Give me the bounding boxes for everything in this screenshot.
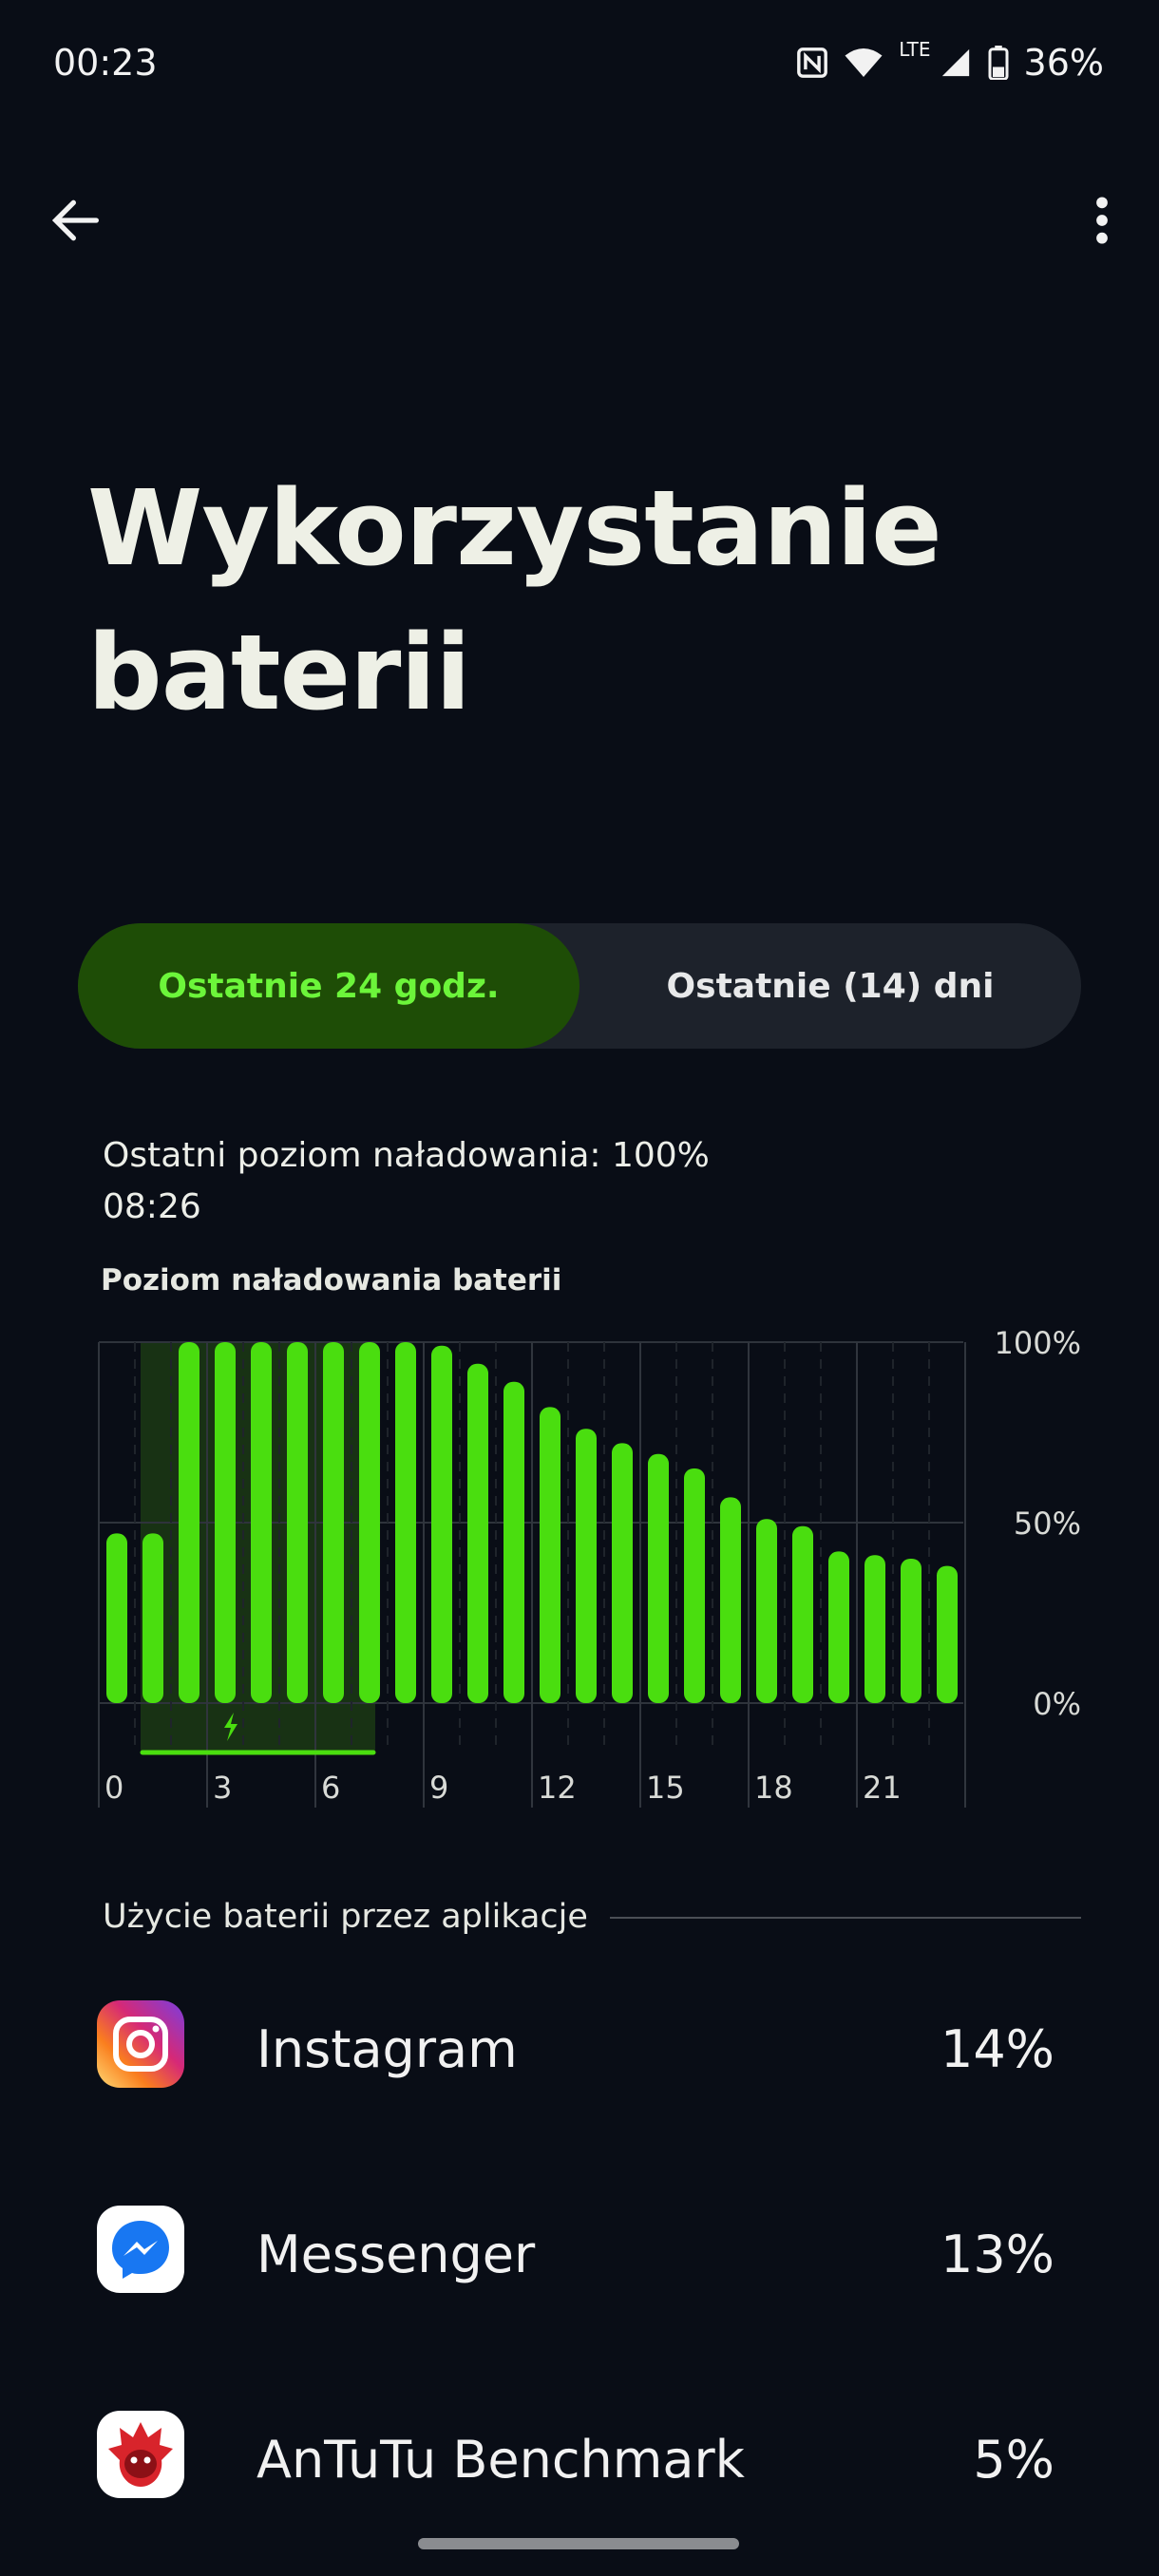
home-indicator[interactable] xyxy=(418,2538,739,2549)
bar-hour-22 xyxy=(901,1559,922,1703)
bar-hour-0 xyxy=(106,1533,127,1703)
tab-last-24-hours[interactable]: Ostatnie 24 godz. xyxy=(78,923,580,1049)
bar-hour-7 xyxy=(359,1342,380,1703)
app-percent: 13% xyxy=(940,2225,1054,2284)
arrow-left-icon xyxy=(51,199,99,241)
charging-bolt-icon xyxy=(224,1713,238,1741)
bar-hour-23 xyxy=(937,1565,958,1703)
x-tick-label: 12 xyxy=(538,1770,577,1806)
antutu-icon xyxy=(97,2411,184,2498)
app-row-instagram[interactable]: Instagram 14% xyxy=(0,1985,1159,2099)
bar-hour-21 xyxy=(864,1555,885,1703)
battery-percent: 36% xyxy=(1023,42,1104,84)
app-percent: 5% xyxy=(973,2430,1054,2490)
messenger-icon xyxy=(97,2206,184,2293)
instagram-icon xyxy=(97,2000,184,2088)
bar-hour-9 xyxy=(431,1345,452,1703)
y-tick-label: 0% xyxy=(1033,1686,1081,1722)
app-name: Instagram xyxy=(256,2019,518,2079)
x-tick-label: 21 xyxy=(863,1770,902,1806)
x-tick-label: 18 xyxy=(754,1770,793,1806)
y-tick-label: 50% xyxy=(1014,1506,1081,1542)
app-name: Messenger xyxy=(256,2225,536,2284)
status-time: 00:23 xyxy=(53,42,158,84)
wifi-icon xyxy=(845,48,883,77)
bar-hour-10 xyxy=(467,1363,488,1703)
section-divider xyxy=(610,1917,1081,1919)
bar-hour-3 xyxy=(215,1342,236,1703)
bar-hour-17 xyxy=(720,1497,741,1703)
x-tick-label: 3 xyxy=(213,1770,232,1806)
app-name: AnTuTu Benchmark xyxy=(256,2430,745,2490)
bar-hour-5 xyxy=(287,1342,308,1703)
bar-hour-19 xyxy=(792,1525,813,1703)
bar-hour-11 xyxy=(504,1381,524,1703)
page-title: Wykorzystanie baterii xyxy=(87,467,942,733)
battery-icon xyxy=(988,46,1009,80)
x-tick-label: 0 xyxy=(104,1770,124,1806)
x-tick-label: 15 xyxy=(646,1770,685,1806)
bar-hour-1 xyxy=(142,1533,163,1703)
last-charge-time: 08:26 xyxy=(103,1187,201,1226)
bar-hour-18 xyxy=(756,1519,777,1703)
more-options-button[interactable] xyxy=(1079,190,1125,251)
bar-hour-20 xyxy=(828,1551,849,1703)
nfc-icon xyxy=(797,47,828,78)
x-tick-label: 6 xyxy=(321,1770,340,1806)
bar-hour-12 xyxy=(540,1407,560,1703)
bar-hour-16 xyxy=(684,1468,705,1703)
last-charge-label: Ostatni poziom naładowania: 100% xyxy=(103,1136,710,1175)
bar-hour-4 xyxy=(251,1342,272,1703)
bar-hour-15 xyxy=(648,1453,669,1703)
status-icons: LTE 36% xyxy=(796,38,1104,84)
bar-hour-13 xyxy=(576,1429,597,1703)
tab-last-14-days[interactable]: Ostatnie (14) dni xyxy=(666,966,995,1006)
app-row-antutu[interactable]: AnTuTu Benchmark 5% xyxy=(0,2396,1159,2510)
back-button[interactable] xyxy=(46,190,106,251)
app-usage-section-label: Użycie baterii przez aplikacje xyxy=(103,1898,588,1936)
bar-hour-2 xyxy=(179,1342,200,1703)
bar-hour-8 xyxy=(395,1342,416,1703)
network-type: LTE xyxy=(899,38,931,61)
chart-title: Poziom naładowania baterii xyxy=(101,1263,562,1297)
bar-hour-14 xyxy=(612,1443,633,1703)
more-vert-icon xyxy=(1096,197,1108,244)
bar-hour-6 xyxy=(323,1342,344,1703)
signal-icon xyxy=(941,48,969,77)
x-tick-label: 9 xyxy=(429,1770,448,1806)
battery-level-chart: 0 3 6 9 12 15 18 21 100% 50% 0% xyxy=(98,1325,1081,1808)
y-tick-label: 100% xyxy=(995,1325,1081,1361)
app-row-messenger[interactable]: Messenger 13% xyxy=(0,2190,1159,2304)
app-percent: 14% xyxy=(940,2019,1054,2079)
last-charge-info: Ostatni poziom naładowania: 100% 08:26 xyxy=(103,1130,710,1233)
